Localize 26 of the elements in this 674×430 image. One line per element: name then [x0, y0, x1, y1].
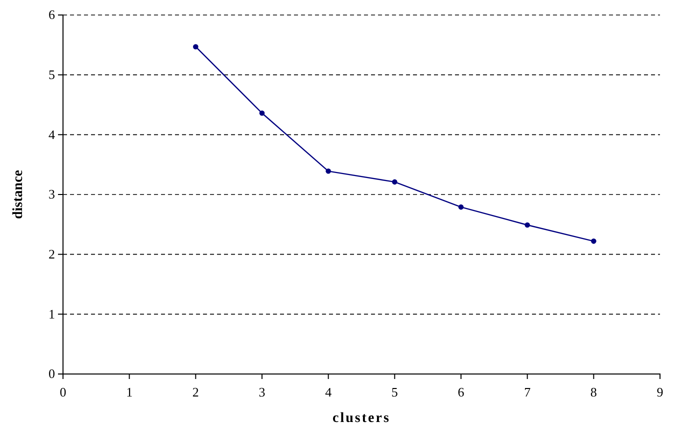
- point: [326, 168, 331, 174]
- point: [259, 110, 265, 116]
- y-tick-label: 0: [48, 366, 55, 382]
- x-tick-label: 4: [325, 384, 332, 400]
- y-tick-label: 4: [48, 126, 56, 142]
- point: [458, 204, 464, 210]
- y-tick-label: 1: [48, 306, 55, 322]
- x-tick-label: 0: [60, 384, 66, 400]
- x-tick-label: 8: [590, 384, 597, 400]
- x-axis-title: clusters: [332, 411, 390, 426]
- x-tick-label: 2: [192, 384, 199, 400]
- x-tick-label: 6: [458, 384, 465, 400]
- x-tick-label: 5: [391, 384, 398, 400]
- y-tick-label: 3: [48, 186, 55, 202]
- y-tick-label: 6: [48, 7, 56, 22]
- x-tick-label: 1: [126, 384, 133, 400]
- x-tick-label: 3: [258, 384, 266, 400]
- point: [193, 44, 198, 50]
- x-tick-label: 7: [524, 384, 532, 400]
- x-tick-label: 9: [656, 384, 664, 400]
- y-tick-label: 5: [48, 66, 55, 82]
- y-tick-label: 2: [48, 246, 55, 262]
- point: [591, 238, 596, 244]
- y-axis-title: distance: [11, 170, 26, 219]
- point: [392, 179, 398, 185]
- point: [524, 222, 530, 228]
